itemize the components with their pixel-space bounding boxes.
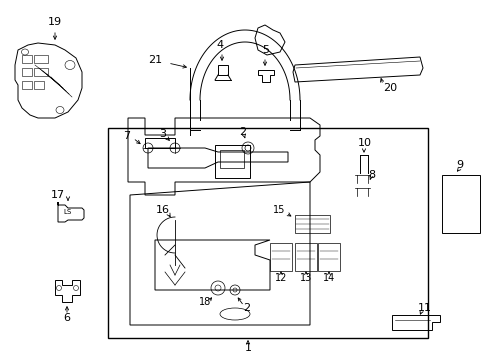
Text: 16: 16 (156, 205, 170, 215)
Text: 9: 9 (455, 160, 463, 170)
Text: 20: 20 (382, 83, 396, 93)
Text: 4: 4 (216, 40, 223, 50)
Bar (294, 215, 329, 233)
Bar (294, 243, 316, 271)
Bar (218, 65, 227, 75)
Text: 10: 10 (357, 138, 371, 148)
Bar (269, 243, 291, 271)
Bar (317, 243, 339, 271)
Text: LS: LS (64, 209, 72, 215)
Text: 15: 15 (272, 205, 285, 215)
Text: 2: 2 (243, 303, 250, 313)
Bar (34, 81, 44, 89)
Text: 13: 13 (299, 273, 311, 283)
Text: 5: 5 (262, 45, 269, 55)
Bar (22, 81, 32, 89)
Bar (34, 68, 48, 76)
Text: 14: 14 (322, 273, 334, 283)
Text: 1: 1 (244, 343, 251, 353)
Bar (441, 175, 479, 233)
Text: 17: 17 (51, 190, 65, 200)
Text: 7: 7 (123, 131, 130, 141)
Text: 3: 3 (159, 129, 166, 139)
Bar (22, 68, 32, 76)
Text: 8: 8 (367, 170, 375, 180)
Text: 21: 21 (147, 55, 162, 65)
Text: 18: 18 (199, 297, 211, 307)
Text: 19: 19 (48, 17, 62, 27)
Text: 12: 12 (274, 273, 286, 283)
Text: 6: 6 (63, 313, 70, 323)
Bar (220, 150, 244, 168)
Bar (22, 55, 32, 63)
Bar (34, 55, 48, 63)
Text: 11: 11 (417, 303, 431, 313)
Bar (108, 128, 427, 338)
Text: 2: 2 (239, 127, 246, 137)
